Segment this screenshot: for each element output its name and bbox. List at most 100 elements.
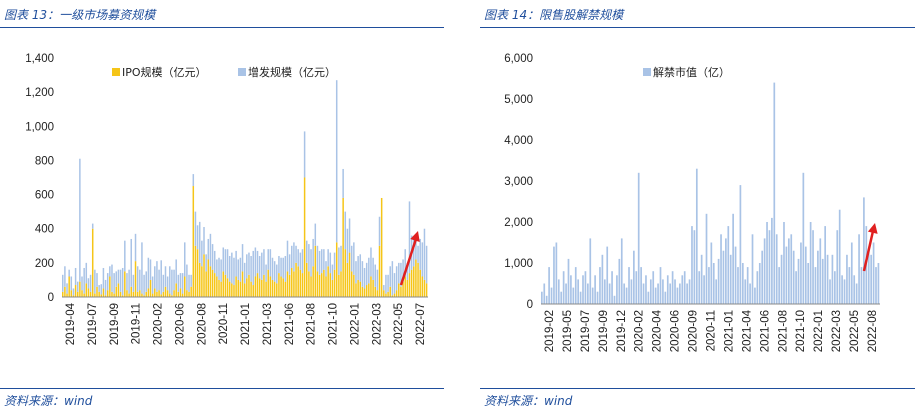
bar [248,252,250,275]
bar [145,271,147,292]
x-tick-label: 2019-07 [87,303,99,345]
bar [235,250,237,277]
bar [850,242,853,304]
source-divider [480,388,915,389]
x-tick-label: 2022-05 [393,303,405,345]
bar [766,222,768,304]
x-tick-label: 2020-02 [634,310,646,352]
bar [553,246,555,304]
bar [156,261,158,292]
bar [62,291,64,297]
bar [331,279,334,297]
x-tick-label: 2021-04 [741,309,753,352]
bar [395,266,398,291]
bar [98,291,100,297]
x-tick-label: 2019-07 [580,310,592,352]
bar [365,285,368,297]
bar [166,290,169,297]
bar [329,273,332,297]
bar [291,267,293,297]
bar [824,226,826,304]
y-tick-label: 0 [527,299,533,311]
bar [710,242,713,304]
bar [102,267,105,289]
bar [419,238,421,270]
bar [254,276,257,297]
bar [286,271,289,297]
y-tick-label: 200 [35,258,54,270]
bar [698,271,701,304]
bar [727,226,730,304]
bar [387,291,389,297]
bar [763,238,766,304]
bar [744,279,747,304]
bar [280,257,282,277]
x-tick-label: 2019-12 [616,310,628,352]
bar [196,225,199,250]
bar [359,281,362,297]
bar [121,267,124,296]
bar [117,269,120,284]
bar [344,211,347,250]
bar [574,267,577,304]
bar [263,249,265,275]
bar [323,249,325,270]
bar [231,252,233,284]
bar [318,250,321,275]
bar [209,266,212,297]
bar [681,275,684,304]
bar [872,242,875,304]
bar [790,234,793,304]
bar [241,244,244,272]
bar [410,269,413,297]
bar [201,240,203,267]
bar [361,261,364,287]
bar [370,247,372,277]
bar [243,283,246,297]
bar [94,293,96,297]
bar [664,291,667,304]
bar [241,271,244,297]
bar [391,295,394,297]
bar [749,283,751,304]
x-tick-label: 2021-06 [759,310,771,352]
bar [111,291,113,297]
bar [383,285,385,291]
bar [647,291,650,304]
bar [722,250,725,304]
bar [201,266,203,297]
bar [548,267,550,304]
bar [741,263,744,304]
bar [833,271,836,304]
bar [222,271,225,297]
y-tick-label: 2,000 [504,217,533,229]
bar [389,286,391,297]
x-tick-label: 2019-05 [562,310,574,352]
bar [836,230,839,304]
bar [543,283,546,304]
bar [545,295,548,304]
bar [867,250,870,304]
legend-label: 增发规模（亿元） [248,65,336,79]
bar [250,256,252,282]
bar [652,271,655,304]
bar [246,254,248,279]
bar [761,250,764,304]
bar [391,261,394,296]
bar [406,262,409,280]
bar [608,283,611,304]
bar [725,238,727,304]
bar [792,250,795,304]
bar [254,247,257,277]
bar [188,291,190,297]
bar [570,275,572,304]
bar [139,269,141,291]
bar [357,256,359,280]
bar [863,197,865,304]
y-tick-label: 4,000 [504,135,533,147]
bar [413,237,415,267]
bar [812,230,814,304]
x-tick-label: 2020-08 [196,303,208,345]
bar [589,238,592,304]
bar [350,245,353,272]
